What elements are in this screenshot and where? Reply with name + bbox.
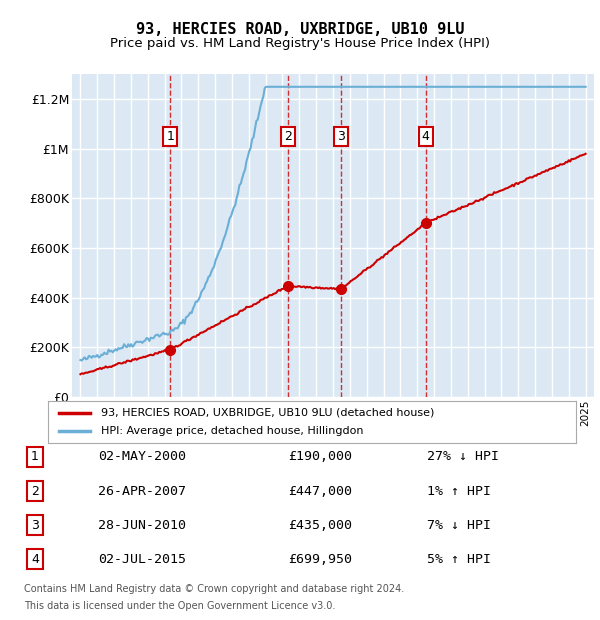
Text: 7% ↓ HPI: 7% ↓ HPI bbox=[427, 519, 491, 531]
Text: 1: 1 bbox=[166, 130, 174, 143]
Text: Contains HM Land Registry data © Crown copyright and database right 2024.: Contains HM Land Registry data © Crown c… bbox=[24, 584, 404, 594]
Text: 26-APR-2007: 26-APR-2007 bbox=[98, 485, 187, 497]
Text: This data is licensed under the Open Government Licence v3.0.: This data is licensed under the Open Gov… bbox=[24, 601, 335, 611]
Text: 02-MAY-2000: 02-MAY-2000 bbox=[98, 451, 187, 463]
Text: 3: 3 bbox=[337, 130, 345, 143]
Text: 1% ↑ HPI: 1% ↑ HPI bbox=[427, 485, 491, 497]
Text: 93, HERCIES ROAD, UXBRIDGE, UB10 9LU: 93, HERCIES ROAD, UXBRIDGE, UB10 9LU bbox=[136, 22, 464, 37]
Text: £699,950: £699,950 bbox=[289, 553, 352, 565]
Text: 4: 4 bbox=[31, 553, 39, 565]
Text: £435,000: £435,000 bbox=[289, 519, 352, 531]
Text: 4: 4 bbox=[422, 130, 430, 143]
Text: £190,000: £190,000 bbox=[289, 451, 352, 463]
Text: 2: 2 bbox=[31, 485, 39, 497]
Text: 5% ↑ HPI: 5% ↑ HPI bbox=[427, 553, 491, 565]
Text: 93, HERCIES ROAD, UXBRIDGE, UB10 9LU (detached house): 93, HERCIES ROAD, UXBRIDGE, UB10 9LU (de… bbox=[101, 408, 434, 418]
Text: 28-JUN-2010: 28-JUN-2010 bbox=[98, 519, 187, 531]
Text: 27% ↓ HPI: 27% ↓ HPI bbox=[427, 451, 499, 463]
Text: 3: 3 bbox=[31, 519, 39, 531]
Text: 02-JUL-2015: 02-JUL-2015 bbox=[98, 553, 187, 565]
Text: £447,000: £447,000 bbox=[289, 485, 352, 497]
Text: 1: 1 bbox=[31, 451, 39, 463]
Text: 2: 2 bbox=[284, 130, 292, 143]
Text: Price paid vs. HM Land Registry's House Price Index (HPI): Price paid vs. HM Land Registry's House … bbox=[110, 37, 490, 50]
Text: HPI: Average price, detached house, Hillingdon: HPI: Average price, detached house, Hill… bbox=[101, 427, 364, 436]
